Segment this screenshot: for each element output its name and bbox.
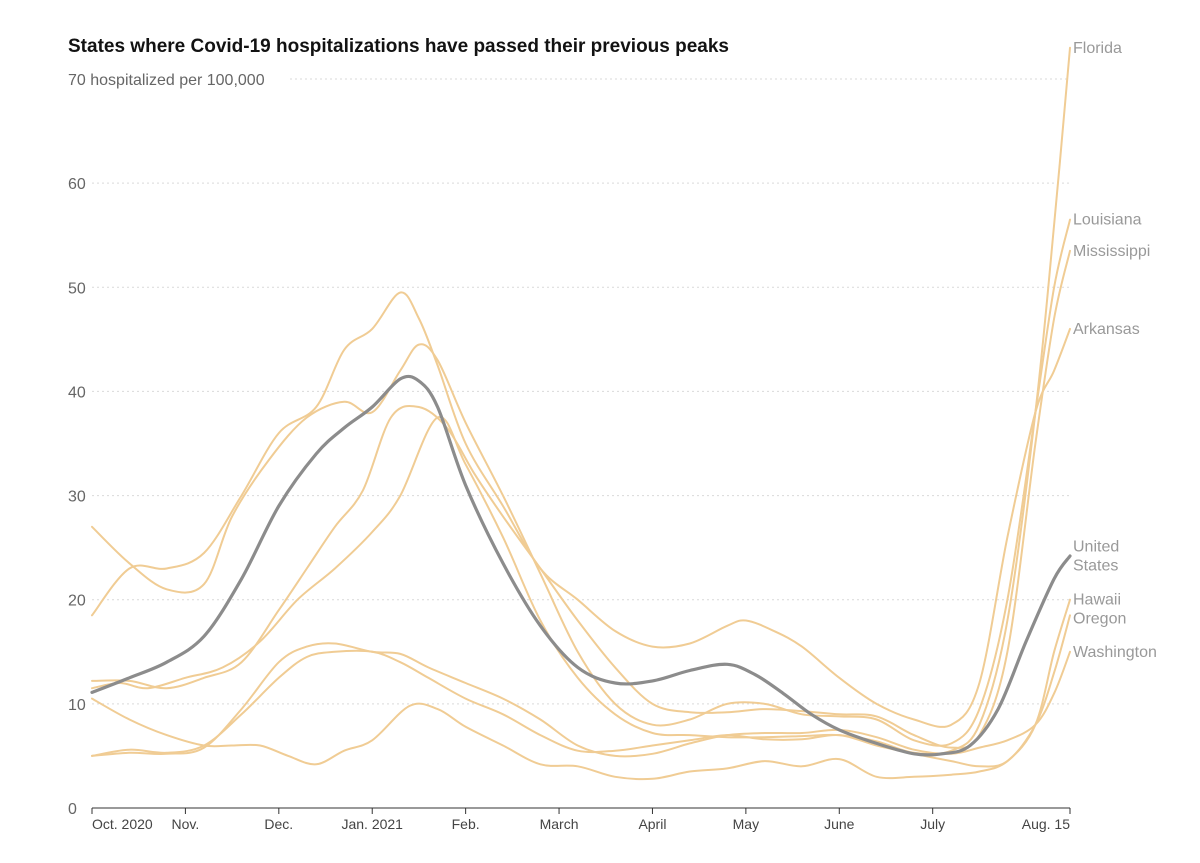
- x-tick-label: Oct. 2020: [92, 816, 153, 832]
- series-line-florida: [91, 46, 1071, 756]
- series-label: Mississippi: [1073, 243, 1150, 260]
- x-tick-label: Jan. 2021: [341, 816, 403, 832]
- x-tick-label: May: [733, 816, 759, 832]
- y-tick-label: 40: [68, 384, 86, 401]
- series-end-labels: Florida Louisiana Mississippi Arkansas Unite…: [1073, 40, 1157, 661]
- chart-title: States where Covid-19 hospitalizations h…: [68, 36, 729, 57]
- x-tick-label: March: [540, 816, 579, 832]
- y-tick-label: 50: [68, 280, 86, 297]
- x-tick-label: April: [638, 816, 666, 832]
- series-label: States: [1073, 557, 1118, 574]
- series-label: Florida: [1073, 40, 1122, 57]
- x-tick-label: Feb.: [452, 816, 480, 832]
- x-axis: Oct. 2020 Nov. Dec. Jan. 2021 Feb. March April…: [91, 807, 1071, 832]
- series-label: Louisiana: [1073, 212, 1142, 229]
- y-tick-label: 60: [68, 176, 86, 193]
- gridlines: [92, 78, 1070, 705]
- y-tick-label: 20: [68, 593, 86, 610]
- series-label: United: [1073, 538, 1119, 555]
- x-tick-label: Dec.: [264, 816, 293, 832]
- series-label: Washington: [1073, 644, 1157, 661]
- y-tick-label: 10: [68, 697, 86, 714]
- x-tick-label: Nov.: [172, 816, 200, 832]
- x-tick-label: July: [920, 816, 945, 832]
- series-lines: [90, 46, 1072, 781]
- series-line-united-states: [90, 374, 1072, 757]
- series-line-hawaii: [91, 598, 1071, 781]
- x-tick-label: June: [824, 816, 855, 832]
- y-axis-tick-labels: 0 10 20 30 40 50 60 70 hospitalized per 100,000: [68, 72, 265, 818]
- x-tick-label: Aug. 15: [1022, 816, 1070, 832]
- series-label: Arkansas: [1073, 321, 1140, 338]
- y-tick-label: 0: [68, 801, 77, 818]
- series-line-louisiana: [91, 218, 1071, 747]
- series-label: Oregon: [1073, 611, 1126, 628]
- y-axis-label: 70 hospitalized per 100,000: [68, 72, 265, 89]
- y-tick-label: 30: [68, 489, 86, 506]
- series-line-arkansas: [91, 291, 1071, 728]
- series-label: Hawaii: [1073, 592, 1121, 609]
